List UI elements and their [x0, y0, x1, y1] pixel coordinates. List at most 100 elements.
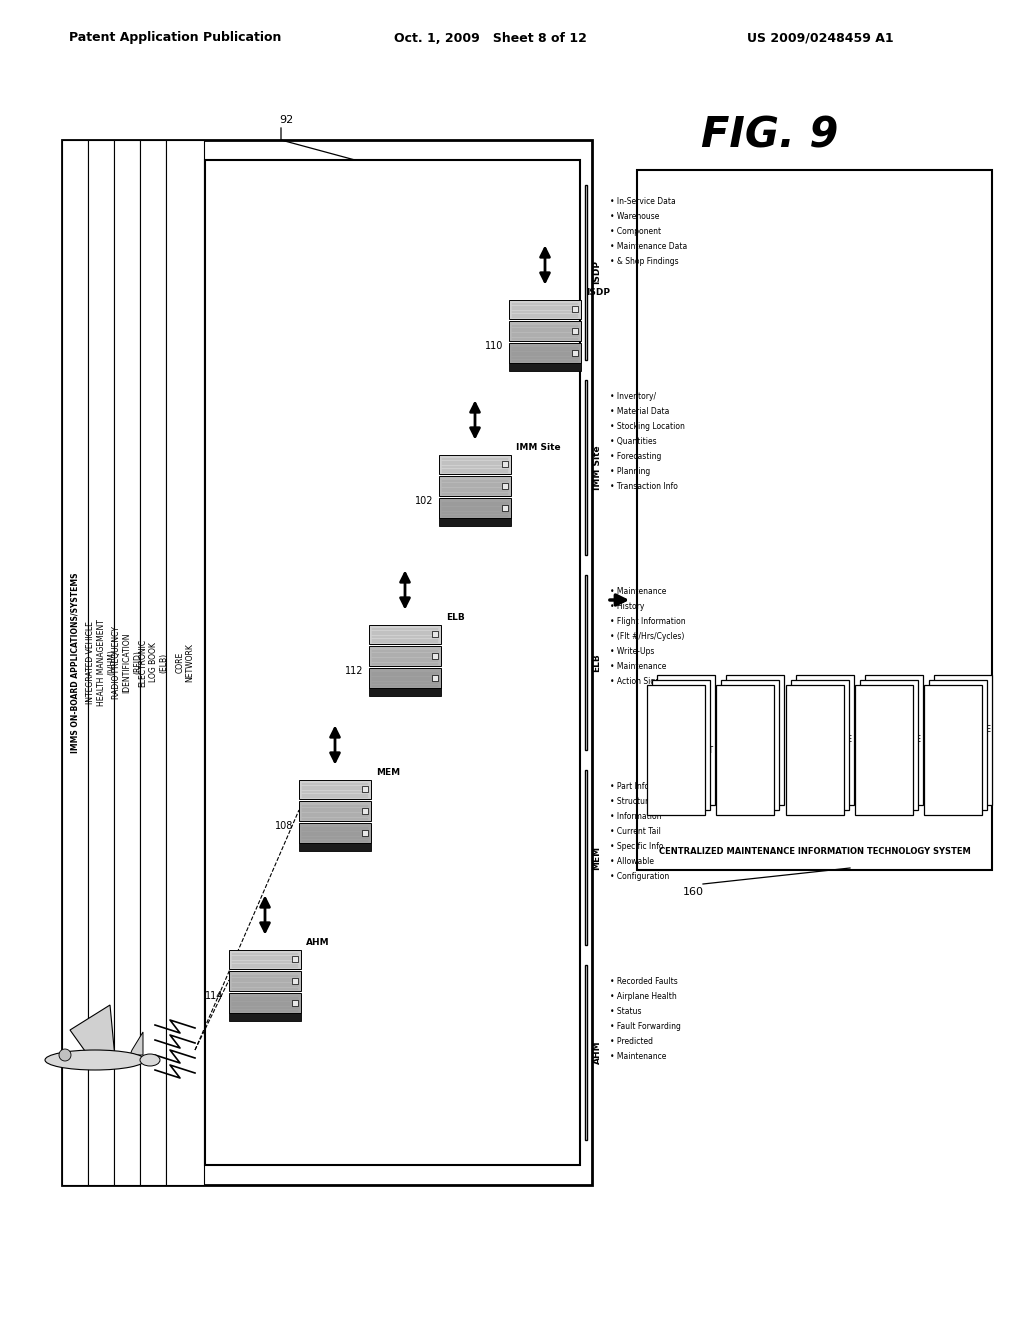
Text: • In-Service Data: • In-Service Data	[610, 197, 676, 206]
Bar	[432, 631, 438, 638]
Ellipse shape	[140, 1053, 160, 1067]
Bar	[166, 140, 204, 1185]
Bar	[432, 675, 438, 681]
Bar	[229, 1012, 301, 1020]
Text: ELB: ELB	[593, 653, 601, 672]
Text: AHM: AHM	[306, 939, 330, 946]
Bar	[205, 160, 580, 1166]
Bar	[791, 680, 849, 810]
Bar	[864, 675, 923, 805]
Bar	[647, 685, 705, 814]
Bar	[924, 685, 982, 814]
Bar	[362, 808, 368, 814]
Text: • Material Data: • Material Data	[610, 407, 670, 416]
Text: • Structural Repair: • Structural Repair	[610, 797, 682, 807]
Text: ELB: ELB	[446, 612, 465, 622]
Text: 164: 164	[748, 792, 763, 801]
Text: ELECTRONIC
LOG BOOK
(ELB): ELECTRONIC LOG BOOK (ELB)	[138, 639, 168, 686]
Bar	[62, 140, 88, 1185]
Text: • Quantities: • Quantities	[610, 437, 656, 446]
Bar	[585, 576, 587, 750]
Text: • Allowable: • Allowable	[610, 857, 654, 866]
Text: • Inventory/: • Inventory/	[610, 392, 656, 401]
Bar	[509, 300, 581, 319]
Bar	[585, 965, 587, 1140]
Text: 110: 110	[484, 342, 503, 351]
Bar	[369, 624, 441, 644]
Text: LINE / BASE
MAINTENANCE
PLANNING: LINE / BASE MAINTENANCE PLANNING	[865, 725, 922, 755]
Bar	[637, 170, 992, 870]
Text: • Maintenance: • Maintenance	[610, 587, 667, 597]
Text: • Maintenance: • Maintenance	[610, 663, 667, 671]
Text: • Specific Info.: • Specific Info.	[610, 842, 666, 851]
Bar	[572, 350, 578, 356]
Bar	[299, 842, 371, 850]
Bar	[796, 675, 853, 805]
Text: IMMS ON-BOARD APPLICATIONS/SYSTEMS: IMMS ON-BOARD APPLICATIONS/SYSTEMS	[71, 573, 80, 752]
Text: 114: 114	[205, 991, 223, 1002]
Text: • Transaction Info: • Transaction Info	[610, 482, 678, 491]
Text: • Fault Forwarding: • Fault Forwarding	[610, 1022, 681, 1031]
Text: CENTRALIZED MAINTENANCE INFORMATION TECHNOLOGY SYSTEM: CENTRALIZED MAINTENANCE INFORMATION TECH…	[658, 847, 971, 857]
Text: • Maintenance: • Maintenance	[610, 1052, 667, 1061]
Bar	[362, 787, 368, 792]
Ellipse shape	[59, 1049, 71, 1061]
Text: • Planning: • Planning	[610, 467, 650, 477]
Text: RELIABILITY
ANALYSIS: RELIABILITY ANALYSIS	[733, 730, 778, 750]
Text: Oct. 1, 2009   Sheet 8 of 12: Oct. 1, 2009 Sheet 8 of 12	[393, 32, 587, 45]
Text: ISDP: ISDP	[593, 260, 601, 285]
Text: MEM: MEM	[376, 768, 400, 777]
Text: • (Flt #/Hrs/Cycles): • (Flt #/Hrs/Cycles)	[610, 632, 684, 642]
Text: AHM: AHM	[593, 1040, 601, 1064]
Text: 108: 108	[274, 821, 293, 832]
Bar	[292, 957, 298, 962]
Text: 92: 92	[279, 115, 293, 125]
Bar	[652, 680, 710, 810]
Text: • Status: • Status	[610, 1007, 641, 1016]
Text: 168: 168	[886, 792, 902, 801]
Bar	[439, 498, 511, 517]
Bar	[726, 675, 784, 805]
Text: 170: 170	[955, 792, 971, 801]
Text: CONFIG &
RECORDS
MANAGEMENT: CONFIG & RECORDS MANAGEMENT	[658, 725, 714, 755]
Bar	[62, 140, 592, 1185]
Bar	[229, 949, 301, 969]
Text: IMM Site: IMM Site	[593, 445, 601, 490]
Text: • Maintenance Data: • Maintenance Data	[610, 242, 687, 251]
Text: Patent Application Publication: Patent Application Publication	[69, 32, 282, 45]
Text: • Component: • Component	[610, 227, 662, 236]
Bar	[299, 780, 371, 799]
Bar	[585, 380, 587, 554]
Text: • Write-Ups: • Write-Ups	[610, 647, 654, 656]
Text: • Forecasting: • Forecasting	[610, 451, 662, 461]
Bar	[229, 972, 301, 991]
Text: • & Shop Findings: • & Shop Findings	[610, 257, 679, 267]
Bar	[502, 483, 508, 490]
Bar	[88, 140, 114, 1185]
Bar	[502, 462, 508, 467]
Bar	[140, 140, 166, 1185]
Text: 102: 102	[415, 496, 433, 507]
Text: • Predicted: • Predicted	[610, 1038, 653, 1045]
Text: US 2009/0248459 A1: US 2009/0248459 A1	[746, 32, 893, 45]
Text: 112: 112	[345, 667, 364, 676]
Text: 166: 166	[816, 792, 833, 801]
Ellipse shape	[45, 1049, 145, 1071]
Bar	[439, 454, 511, 474]
Text: • Airplane Health: • Airplane Health	[610, 993, 677, 1001]
Bar	[369, 647, 441, 665]
Text: • Flight Information: • Flight Information	[610, 616, 686, 626]
Text: • Current Tail: • Current Tail	[610, 828, 660, 836]
Bar	[439, 477, 511, 496]
Text: • Stocking Location: • Stocking Location	[610, 422, 685, 432]
Bar	[292, 999, 298, 1006]
Text: • Warehouse: • Warehouse	[610, 213, 659, 220]
Text: IMM Site: IMM Site	[516, 444, 560, 451]
Bar	[572, 306, 578, 313]
Text: MEM: MEM	[593, 845, 601, 870]
Bar	[572, 329, 578, 334]
Bar	[934, 675, 992, 805]
Text: • Configuration: • Configuration	[610, 873, 670, 880]
Bar	[369, 688, 441, 696]
Bar	[509, 363, 581, 371]
